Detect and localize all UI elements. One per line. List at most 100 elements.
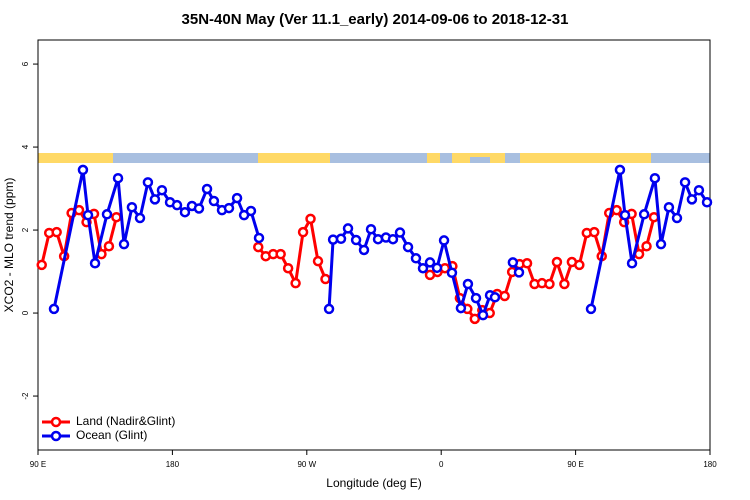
ocean-strip (113, 153, 258, 163)
y-axis-label: XCO2 - MLO trend (ppm) (2, 178, 16, 313)
land-ocean-strip (38, 153, 710, 163)
data-point (103, 240, 115, 252)
data-point (36, 259, 47, 271)
data-point (275, 248, 286, 260)
data-point (446, 267, 458, 279)
data-point (655, 238, 667, 250)
data-point (77, 164, 89, 176)
data-point (544, 278, 555, 290)
data-point (134, 212, 146, 224)
data-point (89, 258, 101, 269)
x-tick-label: 0 (439, 460, 444, 469)
legend-marker (50, 416, 62, 428)
data-point (342, 223, 354, 234)
data-point (320, 273, 331, 285)
data-point (462, 278, 474, 290)
data-point (619, 209, 631, 221)
data-point (82, 209, 94, 221)
data-point (649, 172, 661, 184)
data-point (350, 234, 362, 246)
land-strip (258, 153, 330, 163)
data-point (312, 255, 324, 267)
data-point (574, 259, 585, 271)
data-point (208, 195, 220, 207)
data-point (112, 172, 124, 184)
data-point (323, 303, 335, 315)
y-tick-label: 2 (21, 227, 30, 232)
data-point (499, 290, 510, 302)
data-point (626, 258, 638, 269)
data-point (559, 278, 570, 290)
data-point (614, 164, 626, 176)
x-tick-label: 180 (166, 460, 180, 469)
data-point (231, 192, 243, 204)
ocean-strip (440, 153, 452, 163)
data-point (424, 257, 436, 268)
data-point (253, 232, 265, 244)
data-point (686, 194, 698, 205)
data-point (365, 223, 377, 235)
ocean-strip (330, 153, 427, 163)
ocean-strip (505, 153, 520, 163)
data-point (335, 233, 347, 245)
data-point (431, 262, 443, 274)
data-point (51, 226, 62, 238)
data-point (611, 204, 622, 216)
data-point (402, 241, 414, 253)
data-point (589, 226, 600, 238)
data-point (641, 240, 652, 252)
data-point (305, 213, 316, 225)
data-point (118, 238, 130, 250)
data-point (638, 209, 650, 220)
data-point (48, 303, 60, 315)
y-tick-label: 6 (21, 61, 30, 66)
land-strip (38, 153, 113, 163)
data-point (394, 227, 406, 238)
data-point (111, 211, 122, 223)
data-point (156, 184, 168, 196)
data-point (671, 212, 683, 224)
data-point (477, 309, 489, 321)
data-point (585, 303, 597, 315)
ocean-strip (470, 157, 490, 163)
data-point (171, 199, 183, 211)
legend-marker (50, 430, 62, 442)
land-strip (427, 153, 651, 163)
data-point (693, 184, 705, 196)
y-tick-label: 0 (21, 310, 30, 315)
data-point (455, 302, 467, 314)
ocean-strip (651, 153, 710, 163)
legend-label: Ocean (Glint) (76, 428, 147, 442)
data-point (282, 262, 294, 274)
x-tick-label: 90 E (30, 460, 46, 469)
data-point (507, 257, 519, 268)
data-point (290, 277, 301, 289)
y-tick-label: 4 (21, 144, 30, 149)
data-point (297, 226, 309, 238)
data-point (410, 253, 422, 264)
data-point (101, 209, 113, 220)
data-point (469, 313, 481, 325)
data-point (179, 206, 191, 218)
data-point (253, 241, 264, 253)
data-point (387, 233, 399, 245)
x-axis-label: Longitude (deg E) (326, 476, 421, 490)
data-point (201, 183, 213, 195)
data-point (149, 194, 161, 205)
data-point (438, 235, 450, 246)
plot-frame (37, 39, 711, 451)
data-point (142, 177, 154, 188)
data-point (245, 205, 257, 217)
data-point (663, 201, 675, 213)
legend-label: Land (Nadir&Glint) (76, 414, 175, 428)
data-point (513, 267, 525, 278)
data-point (126, 201, 138, 213)
data-point (358, 244, 370, 256)
data-point (701, 197, 713, 208)
x-tick-label: 90 W (297, 460, 316, 469)
chart-title: 35N-40N May (Ver 11.1_early) 2014-09-06 … (182, 11, 569, 28)
data-point (521, 258, 533, 269)
x-tick-label: 180 (703, 460, 717, 469)
